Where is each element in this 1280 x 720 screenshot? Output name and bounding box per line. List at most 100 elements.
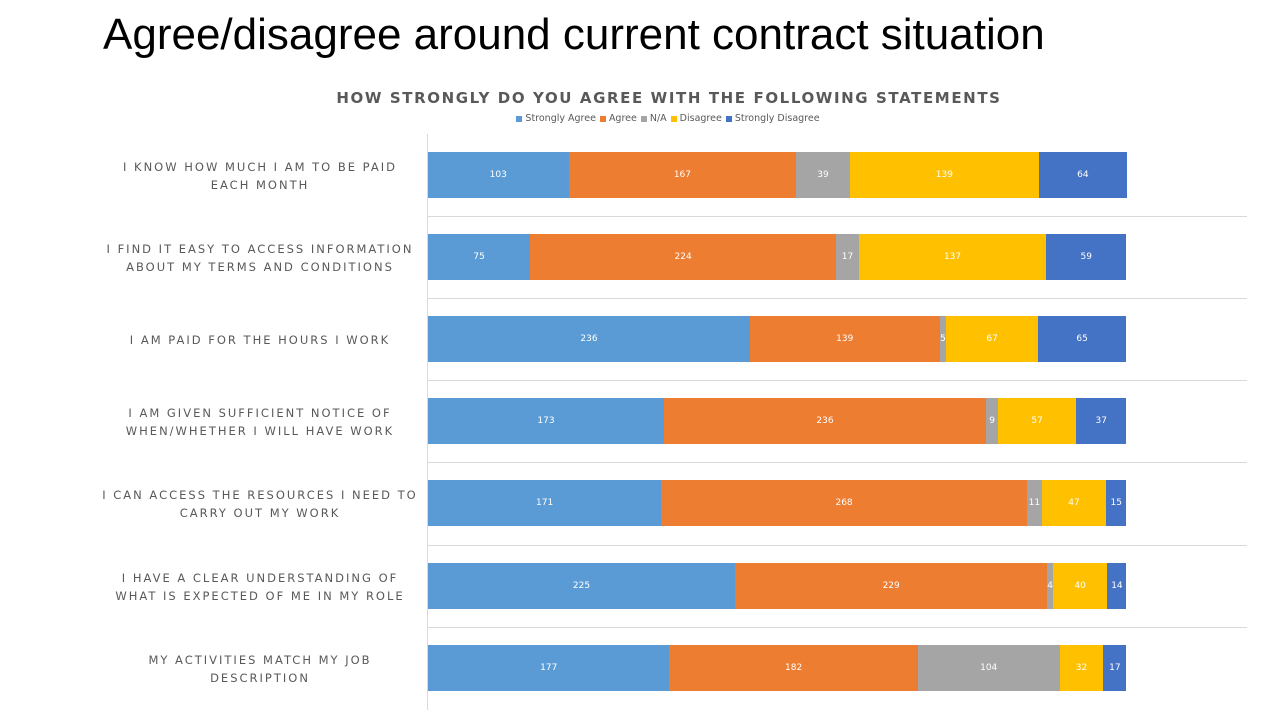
category-label: I KNOW HOW MUCH I AM TO BE PAID EACH MONT…: [122, 160, 397, 193]
category-label: MY ACTIVITIES MATCH MY JOB DESCRIPTION: [148, 652, 372, 685]
bar-segment-strongly-disagree: 37: [1076, 398, 1127, 445]
legend-label: Disagree: [679, 113, 722, 124]
data-label: 167: [673, 170, 692, 181]
data-label: 65: [1076, 334, 1088, 345]
data-label: 236: [580, 334, 598, 345]
bar-segment-n-a: 104: [917, 644, 1060, 691]
chart-title: HOW STRONGLY DO YOU AGREE WITH THE FOLLO…: [336, 89, 1002, 107]
bar-segment-disagree: 47: [1041, 480, 1107, 527]
bar-segment-disagree: 67: [946, 316, 1038, 363]
legend-swatch: [725, 115, 732, 122]
bar-segment-agree: 182: [669, 644, 918, 691]
data-label: 224: [674, 252, 692, 263]
bar-segment-agree: 236: [664, 398, 986, 445]
data-label: 57: [1031, 416, 1043, 427]
bar-segment-agree: 167: [568, 152, 797, 199]
category-label: I AM PAID FOR THE HOURS I WORK: [129, 333, 391, 348]
data-label: 103: [489, 170, 507, 181]
data-label: 137: [943, 252, 962, 263]
legend-item-agree: Agree: [599, 113, 637, 124]
data-label: 139: [935, 170, 953, 181]
bar-segment-n-a: 5: [939, 316, 947, 363]
bar-segment-strongly-agree: 173: [428, 398, 665, 445]
category-label: I FIND IT EASY TO ACCESS INFORMATION ABOU…: [106, 242, 414, 275]
row-divider: [427, 380, 1247, 382]
bar-segment-disagree: 137: [859, 234, 1046, 281]
data-label: 67: [986, 334, 998, 345]
legend-swatch: [516, 115, 523, 122]
data-label: 17: [841, 252, 854, 263]
bar-segment-agree: 229: [734, 562, 1048, 609]
bar-segment-n-a: 9: [985, 398, 999, 445]
bar-segment-disagree: 40: [1052, 562, 1108, 609]
category-label: I HAVE A CLEAR UNDERSTANDING OF WHAT IS E…: [115, 570, 405, 603]
legend-label: Strongly Agree: [525, 113, 596, 124]
bar-segment-strongly-agree: 225: [428, 562, 735, 609]
category-label: I AM GIVEN SUFFICIENT NOTICE OF WHEN/WHET…: [125, 406, 395, 439]
bar-segment-n-a: 17: [835, 234, 860, 281]
bar-segment-strongly-disagree: 65: [1037, 316, 1127, 363]
bar-segment-disagree: 139: [849, 152, 1040, 199]
legend-item-disagree: Disagree: [670, 113, 722, 124]
data-label: 4: [1047, 580, 1053, 591]
bar-segment-agree: 268: [661, 480, 1027, 527]
legend-item-strongly-agree: Strongly Agree: [516, 113, 596, 124]
plot-area: [427, 134, 1247, 710]
category-label: I CAN ACCESS THE RESOURCES I NEED TO CARR…: [102, 488, 418, 521]
data-label: 47: [1068, 498, 1080, 509]
row-divider: [427, 626, 1247, 628]
legend-swatch: [640, 115, 647, 122]
data-label: 15: [1110, 498, 1122, 509]
data-label: 75: [473, 252, 485, 263]
bar-segment-agree: 224: [530, 234, 836, 281]
bar-segment-n-a: 11: [1026, 480, 1042, 527]
data-label: 11: [1028, 498, 1041, 509]
data-label: 40: [1074, 580, 1086, 591]
bar-segment-disagree: 32: [1059, 644, 1104, 691]
bar-segment-strongly-disagree: 14: [1107, 562, 1127, 609]
data-label: 9: [989, 416, 995, 427]
data-label: 64: [1077, 170, 1089, 181]
legend-swatch: [670, 115, 677, 122]
data-label: 14: [1111, 580, 1123, 591]
data-label: 171: [536, 498, 554, 509]
chart-legend: Strongly Agree Agree N/A Disagree Strongly D…: [0, 113, 1280, 124]
row-divider: [427, 544, 1247, 546]
data-label: 236: [816, 416, 834, 427]
bar-segment-strongly-disagree: 15: [1106, 480, 1127, 527]
bar-segment-strongly-disagree: 64: [1039, 152, 1127, 199]
data-label: 177: [540, 662, 558, 673]
data-label: 182: [785, 662, 803, 673]
bar-segment-strongly-agree: 103: [428, 152, 569, 199]
row-divider: [427, 462, 1247, 464]
legend-label: Strongly Disagree: [734, 113, 820, 124]
bar-segment-strongly-agree: 75: [428, 234, 531, 281]
bar-segment-strongly-agree: 177: [428, 644, 670, 691]
bar-segment-disagree: 57: [998, 398, 1076, 445]
slide-title: Agree/disagree around current contract s…: [103, 10, 1045, 59]
data-label: 104: [980, 662, 998, 673]
legend-label: N/A: [649, 113, 667, 124]
bar-segment-strongly-agree: 236: [428, 316, 750, 363]
legend-label: Agree: [608, 113, 637, 124]
data-label: 59: [1080, 252, 1092, 263]
row-divider: [427, 216, 1247, 218]
data-label: 139: [836, 334, 854, 345]
data-label: 229: [882, 580, 900, 591]
data-label: 39: [817, 170, 829, 181]
bar-segment-n-a: 39: [796, 152, 850, 199]
data-label: 173: [537, 416, 555, 427]
bar-segment-strongly-disagree: 17: [1103, 644, 1127, 691]
data-label: 32: [1075, 662, 1088, 673]
bar-segment-agree: 139: [749, 316, 940, 363]
row-divider: [427, 298, 1247, 300]
data-label: 17: [1109, 662, 1121, 673]
legend-swatch: [599, 115, 606, 122]
data-label: 5: [940, 334, 946, 345]
data-label: 268: [835, 498, 853, 509]
legend-item-n-a: N/A: [640, 113, 667, 124]
data-label: 37: [1095, 416, 1107, 427]
bar-segment-strongly-disagree: 59: [1046, 234, 1127, 281]
bar-segment-strongly-agree: 171: [428, 480, 662, 527]
data-label: 225: [572, 580, 591, 591]
